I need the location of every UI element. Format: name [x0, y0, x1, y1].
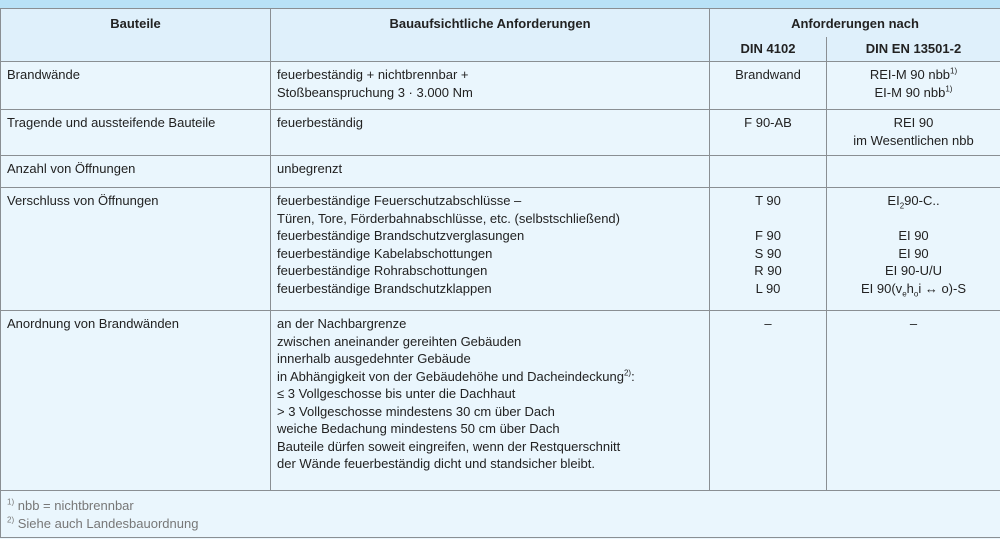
cell-bauteil: Anzahl von Öffnungen [0, 155, 271, 188]
cell-din4102: – [709, 310, 827, 491]
line: im Wesentlichen nbb [853, 132, 974, 148]
line: feuerbeständige Brandschutzverglasungen [277, 228, 525, 243]
cell-din4102: T 90 F 90 S 90 R 90 L 90 [709, 187, 827, 311]
line: EI-M 90 nbb1) [833, 84, 994, 102]
cell-bauteil: Tragende und aussteifende Bauteile [0, 109, 271, 156]
subscript: o [913, 289, 919, 299]
line: feuerbeständig + nichtbrennbar + [277, 67, 469, 82]
header-subrow: DIN 4102 DIN EN 13501-2 [1, 36, 1000, 62]
footnotes: 1) nbb = nichtbrennbar 2) Siehe auch Lan… [0, 490, 1000, 538]
footnote-mark: 2) [7, 515, 15, 525]
line: R 90 [754, 263, 782, 278]
line: der Wände feuerbeständig dicht und stand… [277, 456, 595, 471]
line: L 90 [755, 280, 781, 296]
cell-anforderung: feuerbeständige Feuerschutzabschlüsse – … [270, 187, 710, 311]
line: weiche Bedachung mindestens 50 cm über D… [277, 421, 560, 436]
footnotes-row: 1) nbb = nichtbrennbar 2) Siehe auch Lan… [0, 490, 1000, 538]
line: feuerbeständige Rohrabschottungen [277, 263, 488, 278]
table-row: Tragende und aussteifende Bauteile feuer… [0, 109, 1000, 156]
cell-anforderung: an der Nachbargrenze zwischen aneinander… [270, 310, 710, 491]
line: in Abhängigkeit von der Gebäudehöhe und … [277, 368, 703, 386]
cell-en13501: EI290-C.. EI 90 EI 90 EI 90-U/U EI 90(ve… [826, 187, 1000, 311]
header-row: Bauteile Bauaufsichtliche Anforderungen … [0, 8, 1000, 62]
cell-bauteil: Anordnung von Brandwänden [0, 310, 271, 491]
cell-en13501: REI 90 im Wesentlichen nbb [826, 109, 1000, 156]
line-text: EI-M 90 nbb [874, 84, 946, 100]
line: feuerbeständige Feuerschutzabschlüsse – [277, 193, 522, 208]
line: EI 90 [898, 245, 929, 261]
cell-bauteil: Verschluss von Öffnungen [0, 187, 271, 311]
footnote-text: nbb = nichtbrennbar [14, 498, 134, 513]
line-text: EI [887, 193, 900, 208]
line-text: : [631, 368, 635, 384]
subscript: 2 [899, 201, 905, 211]
header-en13501: DIN EN 13501-2 [826, 36, 1000, 62]
header-anforderungen-nach: Anforderungen nach [709, 8, 1000, 37]
line: ≤ 3 Vollgeschosse bis unter die Dachhaut [277, 386, 516, 401]
top-band [0, 0, 1000, 8]
line: feuerbeständige Kabelabschottungen [277, 245, 493, 261]
line: T 90 [755, 193, 781, 208]
line: innerhalb ausgedehnter Gebäude [277, 351, 471, 366]
line: Türen, Tore, Förderbahnabschlüsse, etc. … [277, 210, 620, 226]
header-bauteile: Bauteile [0, 8, 271, 62]
footnote-mark: 1) [7, 497, 15, 507]
line: EI 90(vehoi ↔ o)-S [833, 280, 994, 298]
line: Stoßbeanspruchung 3 · 3.000 Nm [277, 84, 473, 100]
footnote-ref: 1) [950, 66, 958, 76]
line: REI-M 90 nbb1) [833, 66, 994, 84]
footnote: 1) nbb = nichtbrennbar [7, 497, 994, 515]
footnote-text: Siehe auch Landesbauordnung [14, 515, 199, 531]
line: feuerbeständige Brandschutzklappen [277, 280, 492, 296]
line-text: REI-M 90 nbb [869, 67, 951, 82]
cell-en13501 [826, 155, 1000, 188]
line: F 90 [754, 228, 781, 243]
line: zwischen aneinander gereihten Gebäuden [277, 333, 522, 349]
subscript: e [902, 289, 907, 299]
fire-wall-requirements-table: Bauteile Bauaufsichtliche Anforderungen … [0, 8, 1000, 538]
footnote-ref: 1) [945, 84, 953, 94]
table-row: Verschluss von Öffnungen feuerbeständige… [0, 187, 1000, 311]
cell-din4102 [709, 155, 827, 188]
line: an der Nachbargrenze [277, 316, 407, 331]
line: EI290-C.. [833, 192, 994, 210]
line-text: 90-C.. [904, 193, 940, 208]
cell-anforderung: feuerbeständig + nichtbrennbar + Stoßbean… [270, 61, 710, 110]
header-din4102: DIN 4102 [709, 36, 827, 62]
line: EI 90-U/U [884, 263, 943, 278]
cell-anforderung: feuerbeständig [270, 109, 710, 156]
cell-bauteil: Brandwände [0, 61, 271, 110]
table-row: Anzahl von Öffnungen unbegrenzt [0, 155, 1000, 188]
line-text: in Abhängigkeit von der Gebäudehöhe und … [277, 368, 624, 384]
line-text: i ↔ o)-S [918, 280, 966, 296]
line: S 90 [754, 245, 782, 261]
cell-din4102: Brandwand [709, 61, 827, 110]
line: > 3 Vollgeschosse mindestens 30 cm über … [277, 403, 555, 419]
table-row: Anordnung von Brandwänden an der Nachbar… [0, 310, 1000, 491]
footnote-ref: 2) [623, 368, 632, 378]
line-text: EI 90(v [861, 280, 903, 296]
cell-en13501: REI-M 90 nbb1) EI-M 90 nbb1) [826, 61, 1000, 110]
line: EI 90 [898, 228, 929, 243]
cell-en13501: – [826, 310, 1000, 491]
footnote: 2) Siehe auch Landesbauordnung [7, 515, 994, 533]
cell-din4102: F 90-AB [709, 109, 827, 156]
line-text: h [906, 280, 914, 296]
header-anforderungen: Bauaufsichtliche Anforderungen [270, 8, 710, 62]
cell-anforderung: unbegrenzt [270, 155, 710, 188]
line: Bauteile dürfen soweit eingreifen, wenn … [277, 438, 621, 454]
line: REI 90 [893, 115, 934, 130]
table-row: Brandwände feuerbeständig + nichtbrennba… [0, 61, 1000, 110]
